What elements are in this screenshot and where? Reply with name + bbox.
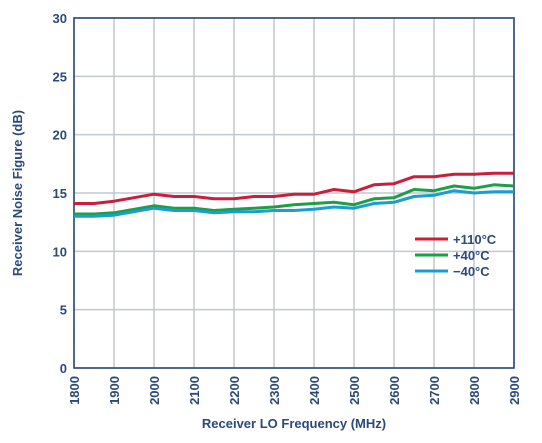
x-tick-label: 2400 <box>307 376 322 405</box>
x-tick-label: 2200 <box>227 376 242 405</box>
y-axis-label: Receiver Noise Figure (dB) <box>10 110 25 276</box>
x-tick-label: 1900 <box>107 376 122 405</box>
x-tick-label: 2300 <box>267 376 282 405</box>
series-line-1 <box>74 183 515 216</box>
legend-label-0: +110°C <box>453 232 497 247</box>
x-tick-label: 2000 <box>147 376 162 405</box>
y-tick-label: 30 <box>53 11 67 26</box>
x-tick-label: 2100 <box>187 376 202 405</box>
x-axis-label: Receiver LO Frequency (MHz) <box>202 416 386 431</box>
legend-label-2: −40°C <box>453 264 490 279</box>
series-line-0 <box>74 171 514 205</box>
y-tick-label: 10 <box>53 244 67 259</box>
x-tick-label: 2700 <box>427 376 442 405</box>
x-tick-label: 2600 <box>387 376 402 405</box>
x-tick-label: 2900 <box>507 376 522 405</box>
y-tick-label: 15 <box>53 186 67 201</box>
series-line-2 <box>74 189 514 218</box>
x-tick-label: 1800 <box>67 376 82 405</box>
x-tick-label: 2800 <box>467 376 482 405</box>
y-tick-label: 20 <box>53 128 67 143</box>
legend-label-1: +40°C <box>453 248 490 263</box>
y-tick-label: 25 <box>53 69 67 84</box>
y-tick-label: 0 <box>60 361 67 376</box>
y-tick-label: 5 <box>60 303 67 318</box>
x-tick-label: 2500 <box>347 376 362 405</box>
